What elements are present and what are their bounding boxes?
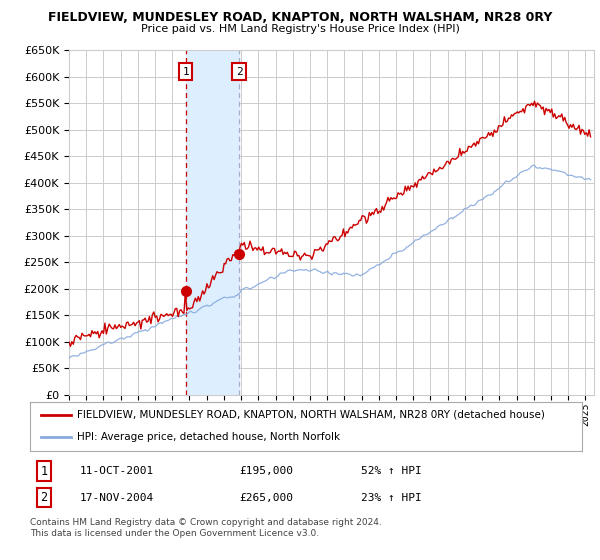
Text: £265,000: £265,000 [240, 493, 294, 502]
Text: 52% ↑ HPI: 52% ↑ HPI [361, 466, 422, 476]
Text: 1: 1 [182, 67, 189, 77]
Text: £195,000: £195,000 [240, 466, 294, 476]
Text: 11-OCT-2001: 11-OCT-2001 [80, 466, 154, 476]
Text: 1: 1 [40, 465, 47, 478]
Text: 17-NOV-2004: 17-NOV-2004 [80, 493, 154, 502]
Text: 2: 2 [40, 491, 47, 504]
Text: HPI: Average price, detached house, North Norfolk: HPI: Average price, detached house, Nort… [77, 432, 340, 442]
Text: This data is licensed under the Open Government Licence v3.0.: This data is licensed under the Open Gov… [30, 529, 319, 538]
Text: Price paid vs. HM Land Registry's House Price Index (HPI): Price paid vs. HM Land Registry's House … [140, 24, 460, 34]
Text: FIELDVIEW, MUNDESLEY ROAD, KNAPTON, NORTH WALSHAM, NR28 0RY: FIELDVIEW, MUNDESLEY ROAD, KNAPTON, NORT… [48, 11, 552, 24]
Bar [186, 50, 239, 395]
Text: 2: 2 [236, 67, 242, 77]
Text: 23% ↑ HPI: 23% ↑ HPI [361, 493, 422, 502]
Text: Contains HM Land Registry data © Crown copyright and database right 2024.: Contains HM Land Registry data © Crown c… [30, 518, 382, 527]
Text: FIELDVIEW, MUNDESLEY ROAD, KNAPTON, NORTH WALSHAM, NR28 0RY (detached house): FIELDVIEW, MUNDESLEY ROAD, KNAPTON, NORT… [77, 410, 545, 420]
